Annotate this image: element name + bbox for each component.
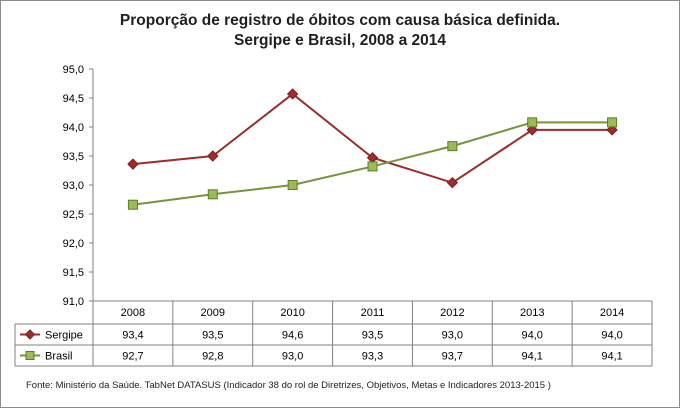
data-point-brasil: [607, 117, 618, 128]
y-tick-label: 95,0: [63, 64, 84, 76]
data-label-sergipe: 94,0: [601, 330, 622, 342]
data-point-sergipe: [526, 124, 538, 136]
data-point-brasil: [127, 199, 138, 210]
x-category-label: 2011: [361, 307, 385, 319]
legend-label-sergipe: Sergipe: [45, 330, 83, 342]
data-label-brasil: 92,7: [122, 351, 143, 363]
data-point-sergipe: [286, 88, 299, 100]
y-tick-label: 91,0: [63, 296, 84, 308]
y-tick-label: 93,5: [63, 151, 84, 163]
source-footnote: Fonte: Ministério da Saúde. TabNet DATAS…: [26, 380, 551, 391]
x-category-label: 2009: [201, 307, 225, 319]
data-point-brasil: [527, 117, 538, 128]
data-label-sergipe: 94,6: [282, 330, 303, 342]
data-point-sergipe: [207, 150, 219, 162]
data-label-sergipe: 94,0: [522, 330, 543, 342]
data-label-brasil: 93,3: [362, 351, 383, 363]
data-point-brasil: [287, 180, 298, 190]
data-label-brasil: 93,7: [442, 351, 463, 363]
data-label-sergipe: 93,5: [362, 330, 383, 342]
chart-title-line-2: Sergipe e Brasil, 2008 a 2014: [234, 32, 446, 49]
x-category-label: 2013: [520, 307, 544, 319]
x-category-label: 2008: [121, 307, 145, 319]
data-point-brasil: [207, 189, 218, 200]
chart-title-line-1: Proporção de registro de óbitos com caus…: [119, 12, 561, 29]
x-category-label: 2014: [600, 307, 624, 319]
data-label-sergipe: 93,5: [202, 330, 223, 342]
y-tick-label: 91,5: [63, 267, 84, 279]
y-tick-label: 92,0: [63, 238, 84, 250]
data-label-brasil: 93,0: [282, 351, 303, 363]
data-label-brasil: 94,1: [601, 351, 622, 363]
data-point-brasil: [367, 161, 378, 172]
chart-title: Proporção de registro de óbitos com caus…: [0, 11, 680, 51]
legend-marker-sergipe: [24, 329, 36, 340]
data-point-sergipe: [606, 124, 618, 136]
data-point-sergipe: [127, 158, 139, 170]
y-tick-label: 94,0: [63, 122, 84, 134]
data-label-sergipe: 93,0: [442, 330, 463, 342]
data-label-brasil: 94,1: [522, 351, 543, 363]
data-point-brasil: [447, 141, 458, 152]
data-point-sergipe: [446, 176, 459, 189]
data-label-sergipe: 93,4: [122, 330, 143, 342]
data-label-brasil: 92,8: [202, 351, 223, 363]
x-category-label: 2010: [280, 307, 304, 319]
y-tick-label: 92,5: [63, 209, 84, 221]
y-tick-label: 94,5: [63, 93, 84, 105]
x-category-label: 2012: [440, 307, 464, 319]
legend-marker-brasil: [25, 351, 35, 360]
y-tick-label: 93,0: [63, 180, 84, 192]
legend-label-brasil: Brasil: [45, 351, 73, 363]
